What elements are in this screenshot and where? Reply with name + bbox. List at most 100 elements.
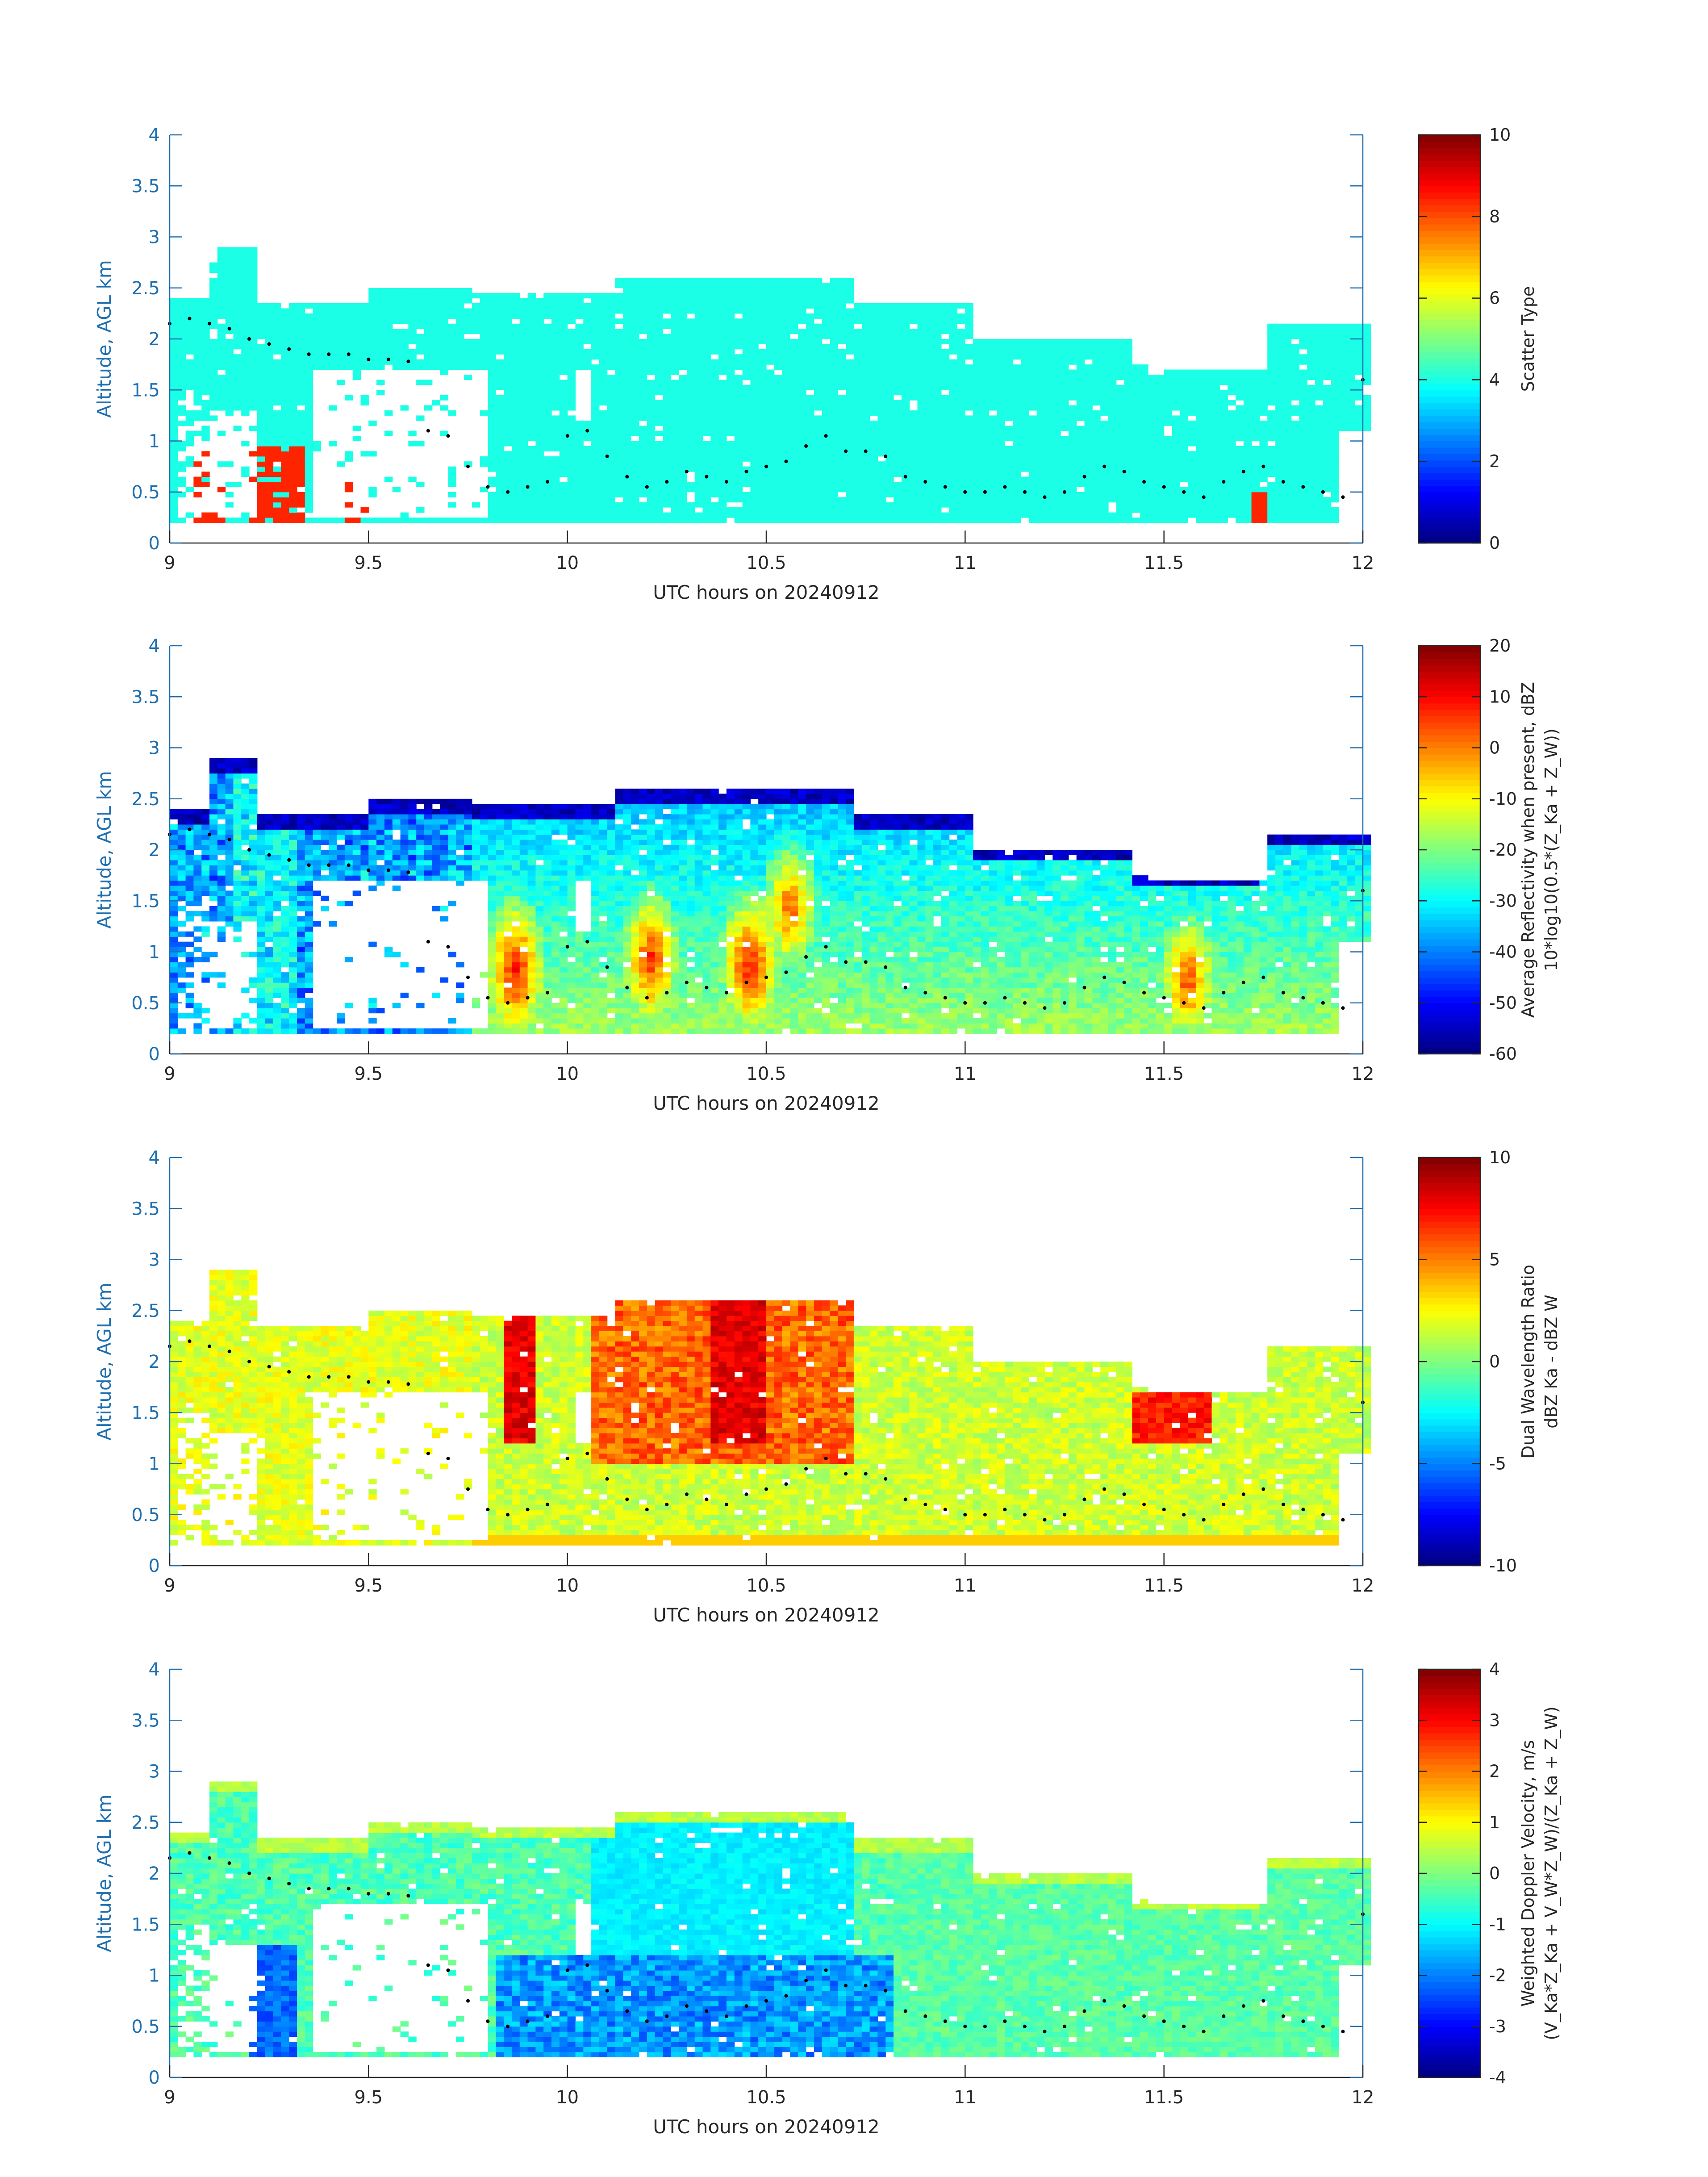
colorbar-swatch bbox=[1419, 2014, 1480, 2020]
height-dot bbox=[367, 1892, 370, 1896]
height-dot bbox=[923, 1503, 927, 1506]
colorbar-swatch bbox=[1419, 965, 1480, 971]
colorbar-swatch bbox=[1419, 1164, 1480, 1170]
colorbar-swatch bbox=[1419, 358, 1480, 365]
colorbar-swatch bbox=[1419, 141, 1480, 148]
height-dot bbox=[1222, 2014, 1225, 2018]
y-tick-label: 2.5 bbox=[131, 789, 160, 810]
height-dot bbox=[247, 1872, 251, 1875]
colorbar-swatch bbox=[1419, 1253, 1480, 1260]
height-dot bbox=[247, 337, 251, 341]
height-dot bbox=[944, 996, 947, 999]
colorbar-swatch bbox=[1419, 716, 1480, 723]
height-dot bbox=[1023, 1001, 1027, 1005]
colorbar-swatch bbox=[1419, 1035, 1480, 1041]
height-dot bbox=[188, 1851, 192, 1855]
height-dot bbox=[267, 853, 271, 857]
colorbar-swatch bbox=[1419, 1893, 1480, 1899]
colorbar-swatch bbox=[1419, 677, 1480, 684]
colorbar-swatch bbox=[1419, 1291, 1480, 1298]
colorbar-swatch bbox=[1419, 447, 1480, 454]
colorbar-swatch bbox=[1419, 1387, 1480, 1394]
x-tick-label: 10.5 bbox=[746, 2087, 786, 2108]
height-dot bbox=[785, 970, 788, 974]
x-tick-label: 9 bbox=[164, 2087, 175, 2108]
colorbar-swatch bbox=[1419, 403, 1480, 409]
colorbar-swatch bbox=[1419, 230, 1480, 237]
height-dot bbox=[1321, 490, 1325, 494]
y-tick-label: 2 bbox=[149, 1352, 160, 1372]
height-dot bbox=[566, 1968, 569, 1972]
colorbar-tick-label: -3 bbox=[1489, 2017, 1506, 2036]
colorbar-tick-label: 10 bbox=[1489, 125, 1511, 145]
height-dot bbox=[824, 1968, 828, 1972]
colorbar-swatch bbox=[1419, 282, 1480, 288]
colorbar-swatch bbox=[1419, 914, 1480, 920]
height-dot bbox=[208, 322, 211, 326]
height-dot bbox=[307, 1887, 311, 1890]
colorbar-swatch bbox=[1419, 1221, 1480, 1228]
height-dot bbox=[585, 429, 589, 433]
height-dot bbox=[585, 1964, 589, 1967]
colorbar-swatch bbox=[1419, 2039, 1480, 2046]
height-dot bbox=[426, 1964, 430, 1967]
colorbar-swatch bbox=[1419, 1515, 1480, 1521]
colorbar-swatch bbox=[1419, 1508, 1480, 1515]
colorbar-swatch bbox=[1419, 199, 1480, 205]
colorbar-swatch bbox=[1419, 345, 1480, 352]
colorbar-tick-label: 0 bbox=[1489, 1352, 1500, 1371]
colorbar-swatch bbox=[1419, 818, 1480, 825]
y-tick-label: 2.5 bbox=[131, 1301, 160, 1321]
height-dot bbox=[1023, 1513, 1027, 1517]
colorbar-swatch bbox=[1419, 269, 1480, 276]
colorbar-swatch bbox=[1419, 415, 1480, 422]
y-axis-label: Altitude, AGL km bbox=[93, 1283, 115, 1440]
colorbar-swatch bbox=[1419, 1266, 1480, 1273]
colorbar-swatch bbox=[1419, 780, 1480, 786]
height-dot bbox=[1063, 1001, 1066, 1005]
height-dot bbox=[824, 945, 828, 949]
height-dot bbox=[1282, 480, 1285, 484]
height-dot bbox=[506, 2025, 509, 2028]
height-dot bbox=[1202, 1518, 1206, 1521]
colorbar-tick-label: -60 bbox=[1489, 1044, 1517, 1064]
x-tick-label: 9 bbox=[164, 1064, 175, 1084]
colorbar-swatch bbox=[1419, 1412, 1480, 1419]
height-dot bbox=[983, 1001, 987, 1005]
height-dot bbox=[1202, 1006, 1206, 1010]
colorbar-swatch bbox=[1419, 1682, 1480, 1689]
colorbar-swatch bbox=[1419, 1905, 1480, 1912]
colorbar-swatch bbox=[1419, 1778, 1480, 1784]
height-dot bbox=[725, 1503, 728, 1506]
colorbar-swatch bbox=[1419, 741, 1480, 748]
colorbar-swatch bbox=[1419, 1739, 1480, 1746]
height-dot bbox=[546, 2014, 549, 2018]
colorbar-swatch bbox=[1419, 422, 1480, 429]
colorbar-swatch bbox=[1419, 1988, 1480, 1995]
height-dot bbox=[1182, 1513, 1186, 1517]
height-dot bbox=[387, 1380, 390, 1384]
colorbar-swatch bbox=[1419, 243, 1480, 250]
colorbar-swatch bbox=[1419, 958, 1480, 965]
height-dot bbox=[1003, 2019, 1006, 2023]
colorbar-swatch bbox=[1419, 428, 1480, 435]
colorbar-swatch bbox=[1419, 390, 1480, 397]
colorbar-tick-label: -30 bbox=[1489, 891, 1517, 911]
colorbar-swatch bbox=[1419, 205, 1480, 212]
colorbar-swatch bbox=[1419, 173, 1480, 180]
colorbar-swatch bbox=[1419, 167, 1480, 173]
height-dot bbox=[447, 945, 450, 949]
colorbar-swatch bbox=[1419, 665, 1480, 672]
colorbar-swatch bbox=[1419, 1880, 1480, 1886]
y-tick-label: 3.5 bbox=[131, 1710, 160, 1731]
colorbar-swatch bbox=[1419, 1982, 1480, 1989]
height-dot bbox=[1142, 480, 1146, 484]
colorbar-swatch bbox=[1419, 250, 1480, 256]
colorbar-swatch bbox=[1419, 1854, 1480, 1861]
colorbar-tick-label: -5 bbox=[1489, 1454, 1506, 1474]
colorbar-swatch bbox=[1419, 1489, 1480, 1496]
colorbar-swatch bbox=[1419, 1419, 1480, 1426]
colorbar-swatch bbox=[1419, 518, 1480, 524]
